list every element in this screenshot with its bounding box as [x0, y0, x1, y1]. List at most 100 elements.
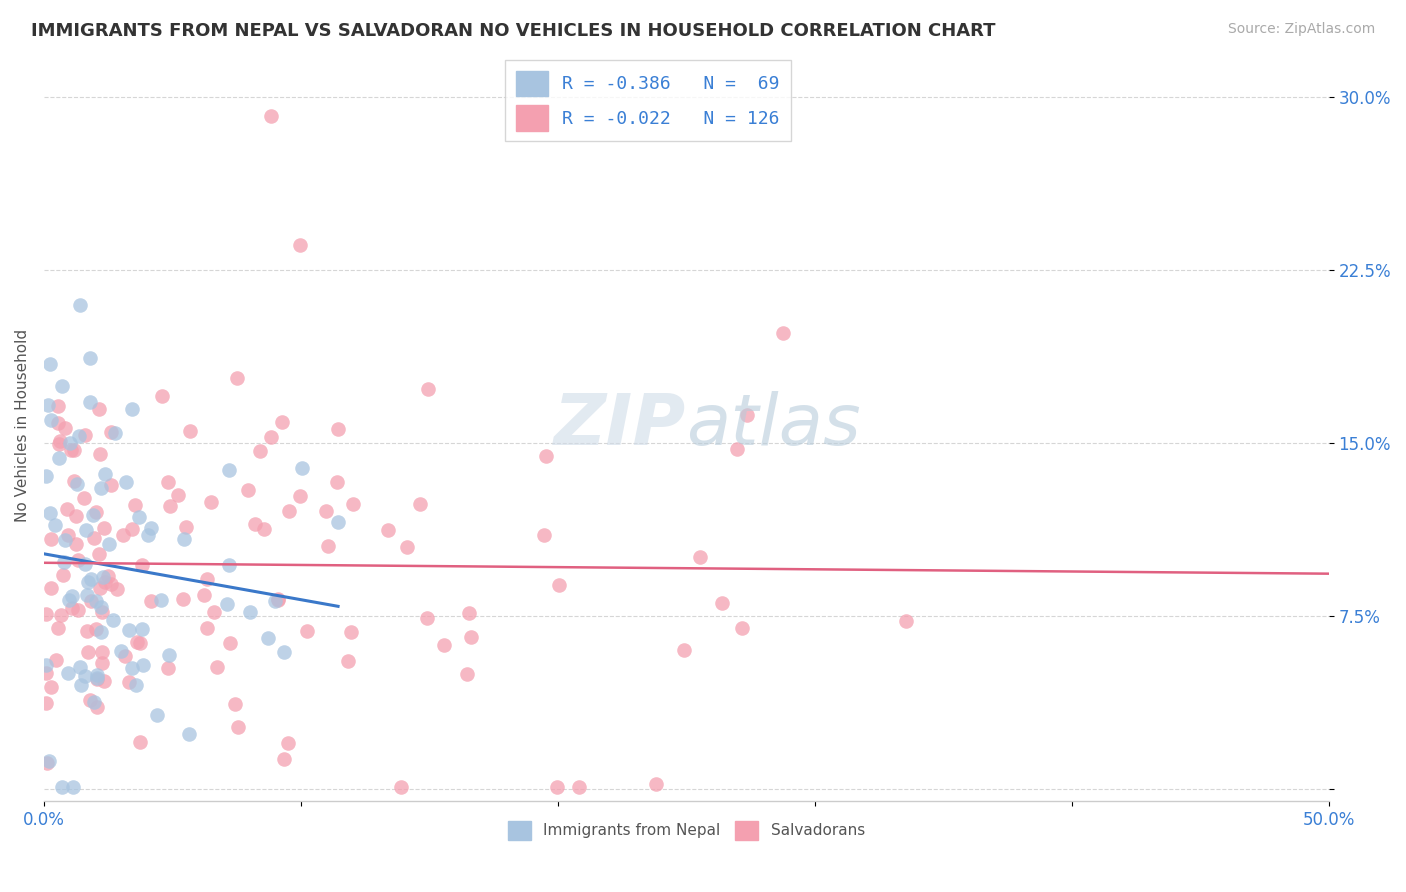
Point [118, 675, 141, 690]
Point [288, 238, 311, 252]
Point [536, 449, 558, 463]
Point [83, 695, 105, 709]
Point [205, 660, 228, 674]
Point [105, 582, 128, 597]
Point [38, 755, 60, 769]
Point [157, 475, 180, 490]
Point [104, 425, 127, 440]
Point [326, 422, 349, 436]
Point [127, 635, 149, 649]
Point [73, 428, 96, 442]
Point [260, 430, 283, 444]
Point [416, 382, 439, 396]
Point [295, 624, 318, 638]
Point [252, 522, 274, 536]
Point [69, 298, 91, 312]
Point [100, 425, 122, 439]
Point [645, 777, 668, 791]
Point [56, 665, 79, 680]
Point [249, 443, 271, 458]
Point [35, 696, 58, 710]
Point [58, 593, 80, 607]
Point [56, 528, 79, 542]
Point [118, 623, 141, 637]
Text: ZIP: ZIP [554, 392, 686, 460]
Point [84, 594, 107, 608]
Point [711, 596, 734, 610]
Point [124, 498, 146, 512]
Point [149, 593, 172, 607]
Legend: Immigrants from Nepal, Salvadorans: Immigrants from Nepal, Salvadorans [502, 815, 870, 846]
Point [243, 516, 266, 531]
Point [77, 575, 100, 590]
Point [48, 437, 70, 451]
Point [131, 558, 153, 572]
Point [89, 401, 111, 416]
Point [215, 597, 238, 611]
Point [228, 719, 250, 733]
Point [291, 460, 314, 475]
Point [288, 489, 311, 503]
Point [60, 443, 83, 458]
Point [60, 589, 83, 603]
Point [226, 371, 249, 385]
Point [219, 636, 242, 650]
Point [218, 558, 240, 572]
Point [39, 581, 62, 595]
Point [128, 509, 150, 524]
Point [39, 680, 62, 694]
Point [377, 523, 399, 537]
Point [129, 735, 152, 749]
Point [271, 415, 294, 429]
Point [46, 621, 69, 635]
Point [67, 553, 90, 567]
Point [256, 631, 278, 645]
Point [139, 521, 162, 535]
Point [273, 752, 295, 766]
Point [772, 326, 794, 340]
Text: atlas: atlas [686, 392, 860, 460]
Point [131, 622, 153, 636]
Point [100, 478, 122, 492]
Point [139, 594, 162, 608]
Point [337, 654, 360, 668]
Point [90, 624, 112, 639]
Point [56, 502, 79, 516]
Point [52, 568, 75, 582]
Point [179, 727, 201, 741]
Point [45, 653, 67, 667]
Y-axis label: No Vehicles in Household: No Vehicles in Household [15, 329, 30, 523]
Point [94, 467, 117, 482]
Point [172, 592, 194, 607]
Point [73, 669, 96, 683]
Point [35, 756, 58, 770]
Point [315, 504, 337, 518]
Point [121, 661, 143, 675]
Point [115, 475, 138, 489]
Point [82, 508, 104, 523]
Point [125, 678, 148, 692]
Point [264, 593, 287, 607]
Point [433, 638, 456, 652]
Point [239, 605, 262, 619]
Point [267, 591, 290, 606]
Point [145, 708, 167, 723]
Point [174, 519, 197, 533]
Point [218, 463, 240, 477]
Point [35, 666, 58, 681]
Point [727, 442, 749, 456]
Point [132, 658, 155, 673]
Point [93, 570, 115, 584]
Point [731, 621, 754, 635]
Point [75, 523, 97, 537]
Point [37, 398, 59, 412]
Point [689, 549, 711, 564]
Point [672, 643, 695, 657]
Point [114, 648, 136, 663]
Point [69, 660, 91, 674]
Point [44, 518, 66, 533]
Point [121, 523, 143, 537]
Point [173, 533, 195, 547]
Text: IMMIGRANTS FROM NEPAL VS SALVADORAN NO VEHICLES IN HOUSEHOLD CORRELATION CHART: IMMIGRANTS FROM NEPAL VS SALVADORAN NO V… [31, 22, 995, 40]
Point [63, 442, 86, 457]
